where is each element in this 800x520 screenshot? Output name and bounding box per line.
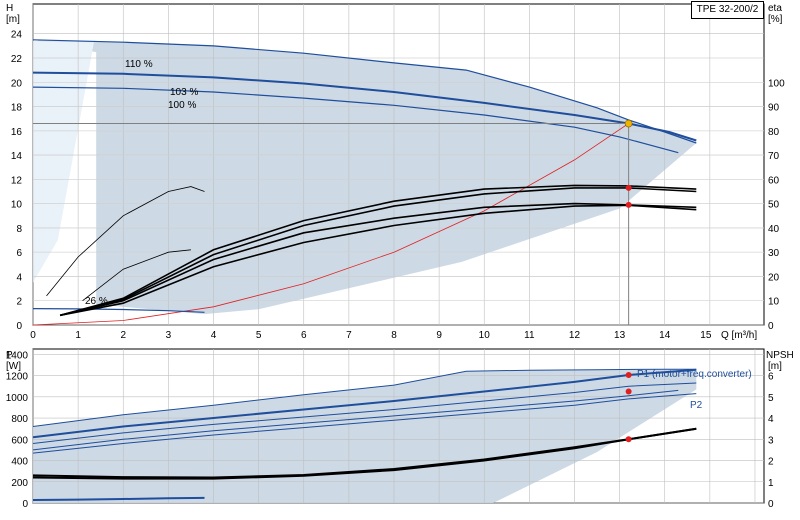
label-p2: P2 <box>690 400 703 411</box>
label-103: 103 % <box>170 87 198 98</box>
power-curve <box>32 496 205 501</box>
p-tick-label: 200 <box>11 478 28 489</box>
npsh-tick-label: 2 <box>768 457 774 468</box>
x-tick-label: 8 <box>391 330 397 341</box>
eta-curve <box>59 204 697 317</box>
eta-curve <box>59 202 697 317</box>
y-left-tick-label: 24 <box>11 30 23 41</box>
head-curve <box>32 308 205 313</box>
x-tick-label: 4 <box>211 330 217 341</box>
power-point <box>625 436 632 443</box>
model-label: TPE 32-200/2 <box>691 1 764 19</box>
power-curve <box>32 389 679 451</box>
x-tick-label: 9 <box>436 330 442 341</box>
y-right-tick-label: 20 <box>768 272 780 283</box>
light-area <box>33 41 94 283</box>
head-curve <box>32 86 679 154</box>
x-tick-label: 7 <box>346 330 352 341</box>
y-left-tick-label: 22 <box>11 54 23 65</box>
y-right-tick-label: 70 <box>768 151 780 162</box>
x-tick-label: 13 <box>614 330 626 341</box>
npsh-axis-label: NPSH <box>766 350 794 361</box>
y-right-tick-label: 10 <box>768 297 780 308</box>
npsh-curve <box>32 427 697 480</box>
x-tick-label: 10 <box>479 330 491 341</box>
y-right-tick-label: 50 <box>768 200 780 211</box>
x-tick-label: 11 <box>524 330 535 341</box>
y-left-tick-label: 10 <box>11 200 23 211</box>
y-left-tick-label: 20 <box>11 78 23 89</box>
y-right-label: eta <box>768 3 782 14</box>
p-tick-label: 800 <box>11 414 28 425</box>
x-tick-label: 0 <box>30 330 36 341</box>
p-tick-label: 600 <box>11 435 28 446</box>
eta-curve <box>59 187 697 317</box>
system-curve <box>32 123 629 326</box>
x-tick-label: 5 <box>256 330 262 341</box>
x-tick-label: 12 <box>569 330 581 341</box>
x-tick-label: 14 <box>659 330 671 341</box>
p-tick-label: 400 <box>11 457 28 468</box>
y-left-tick-label: 12 <box>11 175 23 186</box>
power-curve <box>32 368 697 427</box>
npsh-tick-label: 0 <box>768 499 774 510</box>
npsh-tick-label: 1 <box>768 478 774 489</box>
power-curve <box>32 393 697 454</box>
y-left-tick-label: 2 <box>16 297 22 308</box>
x-axis-label: Q [m³/h] <box>721 330 757 341</box>
npsh-tick-label: 4 <box>768 414 774 425</box>
duty-point <box>624 119 633 128</box>
p-tick-label: 1000 <box>6 393 29 404</box>
power-range-area <box>33 369 697 503</box>
y-right-tick-label: 80 <box>768 127 780 138</box>
label-p1: P1 (motor+freq.converter) <box>637 369 752 380</box>
y-left-tick-label: 8 <box>16 224 22 235</box>
y-left-unit: [m] <box>6 14 20 25</box>
y-right-tick-label: 30 <box>768 248 780 259</box>
y-right-tick-label: 100 <box>768 78 785 89</box>
npsh-tick-label: 3 <box>768 435 774 446</box>
y-left-tick-label: 14 <box>11 151 23 162</box>
y-left-tick-label: 18 <box>11 103 23 114</box>
npsh-tick-label: 6 <box>768 372 774 383</box>
power-curve <box>32 368 697 439</box>
head-curve <box>32 71 697 142</box>
power-point <box>625 388 632 395</box>
y-left-label: H <box>6 3 13 14</box>
eta-curve <box>59 184 697 317</box>
label-26: 26 % <box>85 296 108 307</box>
x-tick-label: 2 <box>120 330 126 341</box>
eta-point <box>625 184 632 191</box>
eta-curve <box>46 186 205 297</box>
y-right-tick-label: 90 <box>768 103 780 114</box>
eta-curve <box>82 249 191 302</box>
npsh-axis-unit: [m] <box>768 361 782 372</box>
y-left-tick-label: 6 <box>16 248 22 259</box>
y-right-tick-label: 0 <box>768 321 774 332</box>
p-tick-label: 0 <box>22 499 28 510</box>
y-left-tick-label: 0 <box>16 321 22 332</box>
y-right-tick-label: 40 <box>768 224 780 235</box>
y-right-unit: [%] <box>768 14 783 25</box>
y-right-tick-label: 60 <box>768 175 780 186</box>
y-left-tick-label: 4 <box>16 272 22 283</box>
p-tick-label: 1200 <box>6 372 29 383</box>
p-axis-unit: [W] <box>6 361 21 372</box>
x-tick-label: 15 <box>700 330 712 341</box>
label-100: 100 % <box>168 100 196 111</box>
npsh-tick-label: 5 <box>768 393 774 404</box>
p-axis-label: P <box>6 350 13 361</box>
eta-point <box>625 201 632 208</box>
x-tick-label: 6 <box>301 330 307 341</box>
power-point <box>625 372 632 379</box>
x-tick-label: 3 <box>166 330 172 341</box>
head-curve <box>32 39 697 144</box>
y-left-tick-label: 16 <box>11 127 23 138</box>
x-tick-label: 1 <box>75 330 81 341</box>
power-curve <box>32 382 697 444</box>
p-tick-label: 1400 <box>6 350 29 361</box>
label-110: 110 % <box>125 59 153 70</box>
